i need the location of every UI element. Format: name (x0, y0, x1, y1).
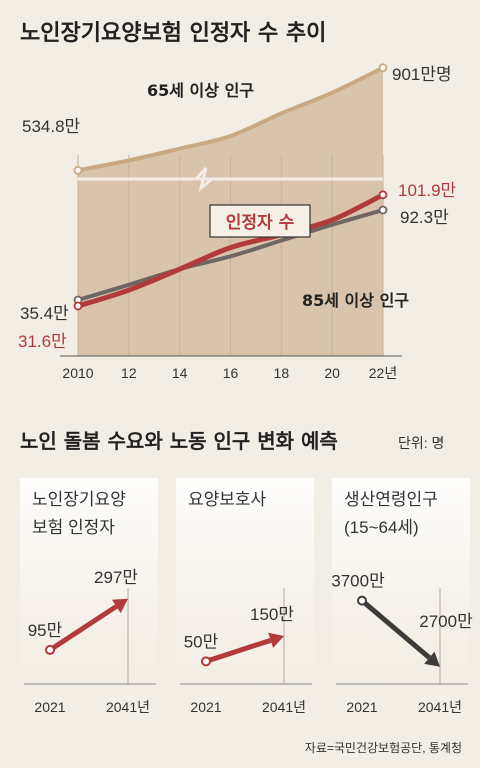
chart2-title: 노인 돌봄 수요와 노동 인구 변화 예측 (20, 429, 338, 453)
forecast-start-point (201, 656, 211, 667)
forecast-panels: 노인장기요양보험 인정자 95만 297만 2021 2041년 요양보호사 50만 150만… (20, 478, 473, 728)
forecast-start-year: 2021 (190, 699, 221, 715)
x-tick-label: 14 (172, 365, 188, 381)
recognized-start-value: 31.6만 (18, 332, 67, 351)
forecast-start-value: 95만 (28, 621, 63, 640)
over85-start-value: 35.4만 (20, 304, 69, 323)
x-tick-label: 12 (121, 365, 137, 381)
forecast-start-point (357, 595, 367, 606)
forecast-end-value: 2700만 (419, 612, 473, 631)
forecast-arrow-head (111, 598, 128, 614)
forecast-panel-bg (332, 478, 470, 728)
axis-break-zigzag (194, 166, 213, 193)
recognized-start-point (73, 301, 83, 311)
pop65-end-value: 901만명 (392, 65, 452, 84)
forecast-panel-label: 생산연령인구 (344, 490, 438, 509)
forecast-start-value: 50만 (184, 632, 219, 651)
forecast-end-value: 150만 (250, 605, 294, 624)
recognized-line (75, 192, 386, 309)
recognized-end-point (378, 190, 388, 200)
forecast-arrow-line (205, 637, 272, 664)
forecast-arrow-head (268, 632, 284, 648)
x-tick-label: 18 (274, 365, 290, 381)
pop65-start-value: 534.8만 (22, 117, 81, 136)
x-tick-label: 20 (324, 365, 340, 381)
forecast-panel-label-2: 보험 인정자 (32, 518, 115, 537)
source-note: 자료=국민건강보험공단, 통계청 (305, 741, 462, 755)
chart1-title: 노인장기요양보험 인정자 수 추이 (20, 20, 326, 46)
forecast-arrow-head (424, 651, 440, 667)
x-tick-label: 22년 (369, 365, 397, 381)
forecast-start-point (45, 644, 55, 655)
forecast-end-year: 2041년 (418, 699, 462, 715)
forecast-panel-label: 노인장기요양 (32, 490, 126, 509)
forecast-start-value: 3700만 (331, 572, 385, 591)
recognized-label-box (209, 204, 311, 238)
recognized-end-value: 101.9만 (398, 181, 457, 200)
pop65-line (76, 65, 385, 173)
over85-line (76, 207, 385, 303)
pop65-end-point (378, 63, 388, 73)
x-tick-label: 2010 (62, 365, 93, 381)
over85-end-point (378, 205, 388, 215)
pop65-series-label: 65세 이상 인구 (147, 81, 254, 100)
over85-series-label: 85세 이상 인구 (302, 291, 409, 310)
forecast-start-year: 2021 (346, 699, 377, 715)
over85-end-value: 92.3만 (400, 208, 449, 227)
forecast-end-year: 2041년 (262, 699, 306, 715)
pop65-start-point (73, 165, 83, 175)
forecast-arrow-line (48, 604, 118, 653)
unit-label: 단위: 명 (398, 435, 444, 451)
forecast-panel-bg (20, 478, 158, 728)
recognized-series-label: 인정자 수 (226, 213, 295, 233)
forecast-end-value: 297만 (94, 568, 138, 587)
forecast-start-year: 2021 (34, 699, 65, 715)
forecast-end-year: 2041년 (106, 699, 150, 715)
forecast-arrow-line (360, 598, 431, 660)
forecast-panel-bg (176, 478, 314, 728)
forecast-panel-label: 요양보호사 (188, 490, 267, 509)
forecast-panel-label-2: (15~64세) (344, 518, 419, 537)
x-tick-label: 16 (223, 365, 239, 381)
